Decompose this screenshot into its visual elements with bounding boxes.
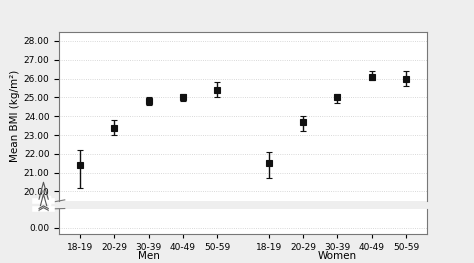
- Text: Women: Women: [318, 251, 357, 261]
- Y-axis label: Mean BMI (kg/m²): Mean BMI (kg/m²): [9, 70, 19, 162]
- Text: Men: Men: [137, 251, 159, 261]
